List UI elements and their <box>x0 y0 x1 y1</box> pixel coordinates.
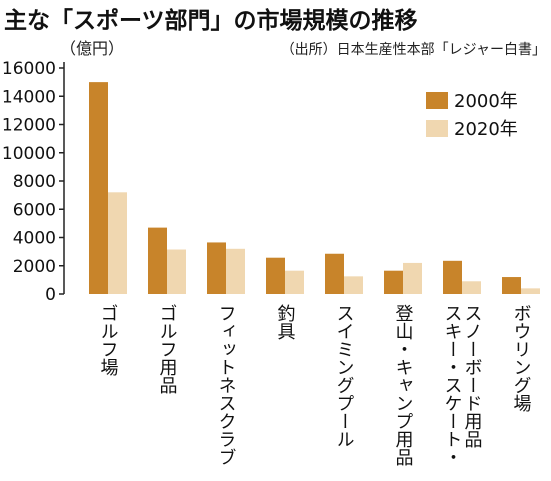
bar-2000年-2 <box>207 242 226 294</box>
bar-2000年-7 <box>502 277 521 294</box>
bar-2000年-4 <box>325 253 344 294</box>
y-tick-label: 12000 <box>2 116 56 136</box>
y-unit-label: （億円） <box>60 39 124 58</box>
bar-2000年-5 <box>384 270 403 294</box>
x-category-label: ゴルフ場 <box>98 304 119 377</box>
x-category-label: 登山・キャンプ用品 <box>393 304 414 466</box>
bar-2000年-3 <box>266 257 285 294</box>
bar-2020年-7 <box>521 288 540 294</box>
bar-2000年-1 <box>148 227 167 294</box>
y-tick-label: 8000 <box>13 172 56 192</box>
y-axis: 0 2000 4000 6000 8000 10000 12000 14000 16000 <box>2 59 65 305</box>
legend: 2000年 2020年 <box>426 91 518 140</box>
y-tick-label: 16000 <box>2 59 56 79</box>
x-category-label: ゴルフ用品 <box>157 304 178 394</box>
bar-2020年-1 <box>167 249 186 294</box>
x-category-label: スキー・スケート・ <box>442 304 463 466</box>
x-axis-labels: ゴルフ場 ゴルフ用品 フィットネスクラブ 釣具 スイミングプール 登山・キャンプ用品 スキー… <box>98 304 532 466</box>
bar-2020年-3 <box>285 270 304 294</box>
legend-label: 2000年 <box>454 91 518 112</box>
legend-swatch <box>426 92 448 109</box>
legend-label: 2020年 <box>454 119 518 140</box>
chart-title: 主な「スポーツ部門」の市場規模の推移 <box>4 7 418 34</box>
bar-2000年-0 <box>89 82 108 294</box>
x-category-label: ボウリング場 <box>511 304 532 413</box>
y-tick-label: 14000 <box>2 87 56 107</box>
bar-2020年-4 <box>344 276 363 294</box>
x-category-label: 釣具 <box>275 304 296 340</box>
y-tick-label: 6000 <box>13 200 56 220</box>
bar-2020年-6 <box>462 281 481 294</box>
bar-2020年-5 <box>403 262 422 294</box>
y-tick-label: 4000 <box>13 229 56 249</box>
y-tick-label: 10000 <box>2 144 56 164</box>
source-note: （出所）日本生産性本部「レジャー白書」 <box>281 42 546 58</box>
legend-swatch <box>426 120 448 137</box>
x-category-label: スノーボード用品 <box>462 304 483 448</box>
bars <box>89 82 540 294</box>
x-category-label: スイミングプール <box>334 304 355 448</box>
y-tick-label: 0 <box>45 285 56 305</box>
bar-2000年-6 <box>443 260 462 294</box>
y-tick-label: 2000 <box>13 257 56 277</box>
bar-2020年-2 <box>226 248 245 294</box>
x-category-label: フィットネスクラブ <box>216 304 237 466</box>
bar-2020年-0 <box>108 192 127 294</box>
